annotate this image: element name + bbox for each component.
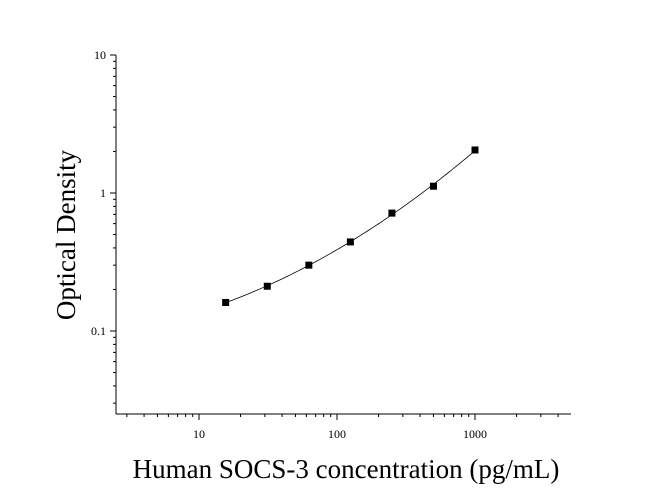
y-axis-ticks — [110, 54, 116, 404]
data-point — [429, 182, 437, 190]
x-tick-label: 10 — [193, 427, 205, 441]
plot-area — [115, 55, 571, 415]
x-axis-title: Human SOCS-3 concentration (pg/mL) — [133, 454, 560, 484]
y-tick-label: 1 — [100, 186, 106, 200]
y-axis-title: Optical Density — [51, 149, 81, 320]
fit-curve — [225, 150, 476, 304]
data-point — [346, 238, 354, 246]
data-points — [222, 146, 479, 306]
data-point — [388, 209, 396, 217]
x-axis-ticks — [126, 414, 559, 420]
data-point — [222, 298, 230, 306]
y-tick-label: 0.1 — [91, 324, 106, 338]
y-tick-label: 10 — [94, 48, 106, 62]
data-point — [263, 282, 271, 290]
data-point — [305, 261, 313, 269]
x-tick-label: 1000 — [463, 427, 487, 441]
x-tick-label: 100 — [328, 427, 346, 441]
x-axis-tick-labels: 10 100 1000 — [193, 427, 487, 441]
data-point — [471, 146, 479, 154]
y-axis-tick-labels: 0.1 1 10 — [91, 48, 106, 338]
